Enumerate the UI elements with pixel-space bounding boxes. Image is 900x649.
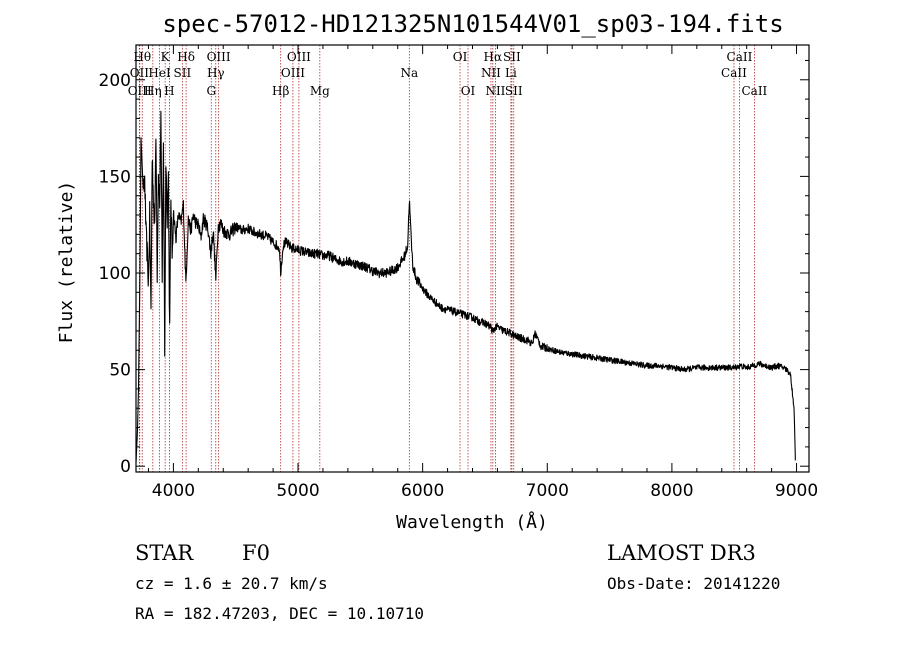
y-tick-label-3: 150 [99,167,131,187]
y-tick-label-0: 0 [120,457,131,477]
y-tick-label-1: 50 [109,361,131,381]
survey-name: LAMOST DR3 [607,541,756,565]
chart-title: spec-57012-HD121325N101544V01_sp03-194.f… [162,10,783,38]
line-label-9: OIII [207,50,231,64]
line-label-11: G [206,84,216,98]
line-label-17: OI [453,50,468,64]
line-label-22: Li [505,66,517,80]
y-tick-label-4: 200 [99,71,131,91]
line-label-21: NII [481,66,501,80]
line-label-16: Na [400,66,418,80]
line-label-15: Mg [310,84,330,98]
line-label-6: H [164,84,174,98]
line-label-24: SII [505,84,523,98]
object-type: STAR [135,541,194,565]
line-label-13: OIII [287,50,311,64]
x-axis-ticks: 4000 5000 6000 7000 8000 9000 [147,45,818,501]
line-label-18: OI [461,84,476,98]
line-label-25: CaII [727,50,753,64]
x-tick-label-2: 6000 [401,481,444,501]
observation-date: Obs-Date: 20141220 [607,574,780,593]
line-label-5: HeI [148,66,171,80]
x-axis-label: Wavelength (Å) [396,511,548,533]
coordinates-readout: RA = 182.47203, DEC = 10.10710 [135,604,424,623]
line-label-1: OII [130,66,150,80]
line-label-2: OIII [128,84,152,98]
line-label-4: K [161,50,171,64]
line-label-14: OIII [281,66,305,80]
x-tick-label-3: 7000 [526,481,569,501]
line-label-10: Hγ [207,66,225,80]
line-label-27: CaII [741,84,767,98]
x-tick-label-4: 8000 [650,481,693,501]
object-subclass: F0 [242,541,270,565]
y-tick-label-2: 100 [99,264,131,284]
y-axis-label: Flux (relative) [56,181,77,344]
line-label-8: Hδ [177,50,195,64]
line-label-12: Hβ [272,84,289,98]
x-tick-label-0: 4000 [152,481,195,501]
x-tick-label-1: 5000 [276,481,319,501]
line-label-23: NII [485,84,505,98]
spectrum-line [135,110,796,463]
redshift-readout: cz = 1.6 ± 20.7 km/s [135,574,328,593]
line-label-3: Hη [144,84,162,98]
line-label-7: SII [174,66,192,80]
line-label-20: SII [503,50,521,64]
x-tick-label-5: 9000 [775,481,818,501]
line-label-19: Hα [484,50,503,64]
line-label-26: CaII [721,66,747,80]
y-axis-ticks: 0 50 100 150 200 [99,59,809,477]
